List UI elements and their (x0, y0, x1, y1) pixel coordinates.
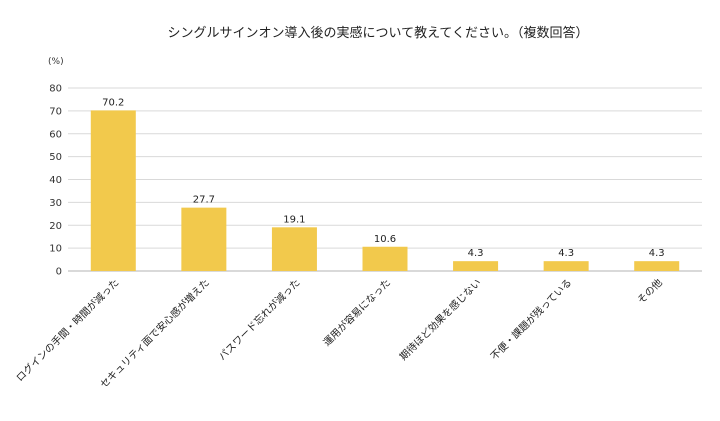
y-axis-unit-label: (%) (48, 57, 64, 67)
data-label: 10.6 (374, 234, 396, 245)
y-tick-label: 10 (49, 244, 62, 255)
y-tick-label: 60 (49, 129, 62, 140)
data-label: 19.1 (283, 214, 305, 225)
y-tick-label: 20 (49, 221, 62, 232)
data-label: 70.2 (102, 97, 124, 108)
x-tick-label: その他 (634, 276, 664, 306)
y-tick-label: 80 (49, 84, 62, 95)
y-tick-label: 50 (49, 152, 62, 163)
y-axis-ticks: 0 10 20 30 40 50 60 70 80 (49, 84, 62, 278)
y-tick-label: 40 (49, 175, 62, 186)
data-label: 4.3 (649, 248, 665, 259)
gridlines (68, 87, 702, 272)
data-label: 4.3 (558, 248, 574, 259)
bar (634, 261, 680, 271)
y-tick-label: 30 (49, 198, 62, 209)
bar (90, 110, 136, 271)
chart-title: シングルサインオン導入後の実感について教えてください。（複数回答） (167, 25, 588, 41)
bar (181, 207, 227, 271)
x-tick-label: パスワード忘れが減った (216, 276, 303, 363)
bar (271, 227, 317, 271)
data-label: 27.7 (193, 195, 215, 206)
bars (90, 110, 680, 271)
y-tick-label: 0 (56, 267, 62, 278)
x-tick-label: 不便・課題が残っている (488, 276, 575, 363)
data-label: 4.3 (468, 248, 484, 259)
x-tick-label: 運用が容易になった (320, 276, 393, 349)
x-tick-label: 期待ほど効果を感じない (397, 276, 484, 363)
y-tick-label: 70 (49, 106, 62, 117)
bar (453, 261, 499, 271)
x-tick-label: ログインの手間・時間が減った (13, 276, 121, 384)
x-tick-label: セキュリティ面で安心感が増えた (97, 276, 212, 391)
bar (362, 246, 408, 271)
data-labels: 70.2 27.7 19.1 10.6 4.3 4.3 4.3 (102, 97, 665, 259)
bar (543, 261, 589, 271)
